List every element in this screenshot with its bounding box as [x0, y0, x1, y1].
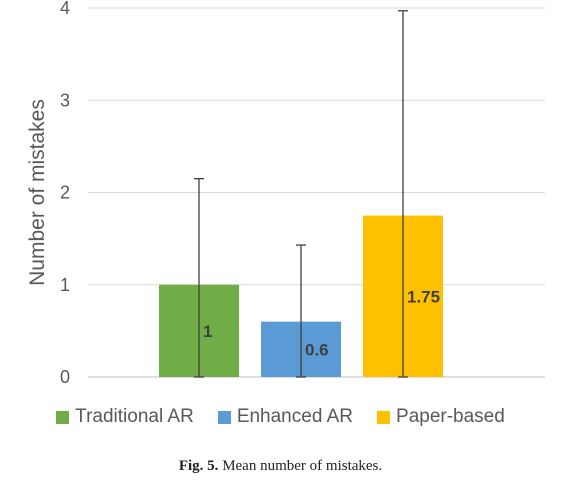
bar-chart: 0 1 2 3 4 Number of mistakes 1 0.6 1.75 [26, 0, 545, 387]
legend: Traditional AR Enhanced AR Paper-based [0, 406, 561, 428]
legend-label: Paper-based [396, 406, 505, 427]
y-tick-label: 0 [60, 367, 70, 387]
legend-label: Enhanced AR [236, 406, 354, 427]
data-label: 1.75 [407, 287, 440, 306]
data-label: 1 [203, 322, 212, 341]
legend-item: Enhanced AR [217, 406, 354, 428]
caption-label: Fig. 5. [178, 458, 219, 474]
legend-item: Paper-based [377, 406, 505, 428]
figure-caption: Fig. 5. Mean number of mistakes. [0, 458, 561, 475]
y-axis-ticks: 0 1 2 3 4 [60, 0, 70, 387]
y-tick-label: 2 [60, 183, 70, 203]
legend-swatch [377, 410, 391, 424]
caption-text: Mean number of mistakes. [222, 458, 383, 474]
legend-item: Traditional AR [56, 406, 194, 428]
y-axis-label: Number of mistakes [26, 99, 49, 286]
y-tick-label: 3 [60, 90, 70, 110]
legend-swatch [56, 410, 70, 424]
data-labels: 1 0.6 1.75 [203, 287, 440, 359]
legend-swatch [217, 410, 231, 424]
y-tick-label: 1 [60, 275, 70, 295]
data-label: 0.6 [305, 340, 329, 359]
error-bars [194, 10, 408, 378]
legend-label: Traditional AR [75, 406, 194, 427]
y-tick-label: 4 [60, 0, 70, 18]
